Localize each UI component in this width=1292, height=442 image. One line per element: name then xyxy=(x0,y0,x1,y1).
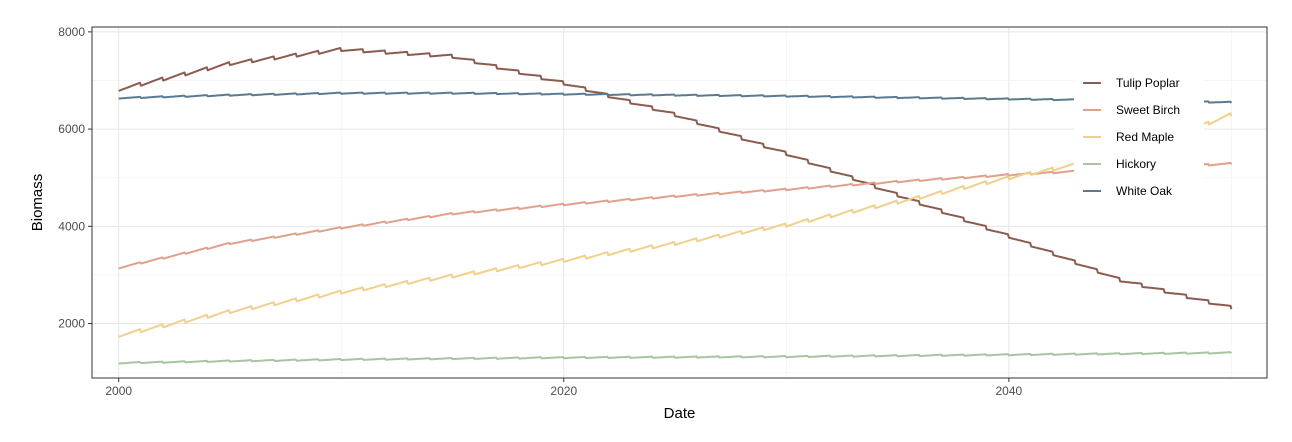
y-tick-label: 4000 xyxy=(58,219,85,233)
series-line-hickory xyxy=(118,351,1233,365)
legend: Tulip Poplar Sweet Birch Red Maple Hickory W… xyxy=(1074,68,1204,204)
x-tick-label: 2020 xyxy=(550,384,577,398)
y-tick-label: 6000 xyxy=(58,122,85,136)
x-tick-label: 2040 xyxy=(996,384,1023,398)
series-line-sweet-birch xyxy=(118,161,1233,270)
grid-lines xyxy=(92,27,1267,378)
x-axis: 2000 2020 2040 xyxy=(105,378,1023,398)
x-tick-label: 2000 xyxy=(105,384,132,398)
legend-label-sweet-birch: Sweet Birch xyxy=(1116,103,1180,117)
y-tick-label: 8000 xyxy=(58,25,85,39)
legend-label-red-maple: Red Maple xyxy=(1116,130,1174,144)
series-lines xyxy=(118,47,1233,365)
legend-label-hickory: Hickory xyxy=(1116,157,1156,171)
y-tick-label: 2000 xyxy=(58,317,85,331)
series-line-tulip-poplar xyxy=(118,47,1233,310)
y-axis-title: Biomass xyxy=(29,174,46,232)
x-axis-title: Date xyxy=(664,405,696,422)
y-axis: 2000 4000 6000 8000 xyxy=(58,25,92,331)
legend-label-tulip-poplar: Tulip Poplar xyxy=(1116,76,1180,90)
legend-label-white-oak: White Oak xyxy=(1116,184,1173,198)
series-line-white-oak xyxy=(118,91,1233,104)
plot-border xyxy=(91,26,1268,379)
series-line-red-maple xyxy=(118,112,1233,338)
